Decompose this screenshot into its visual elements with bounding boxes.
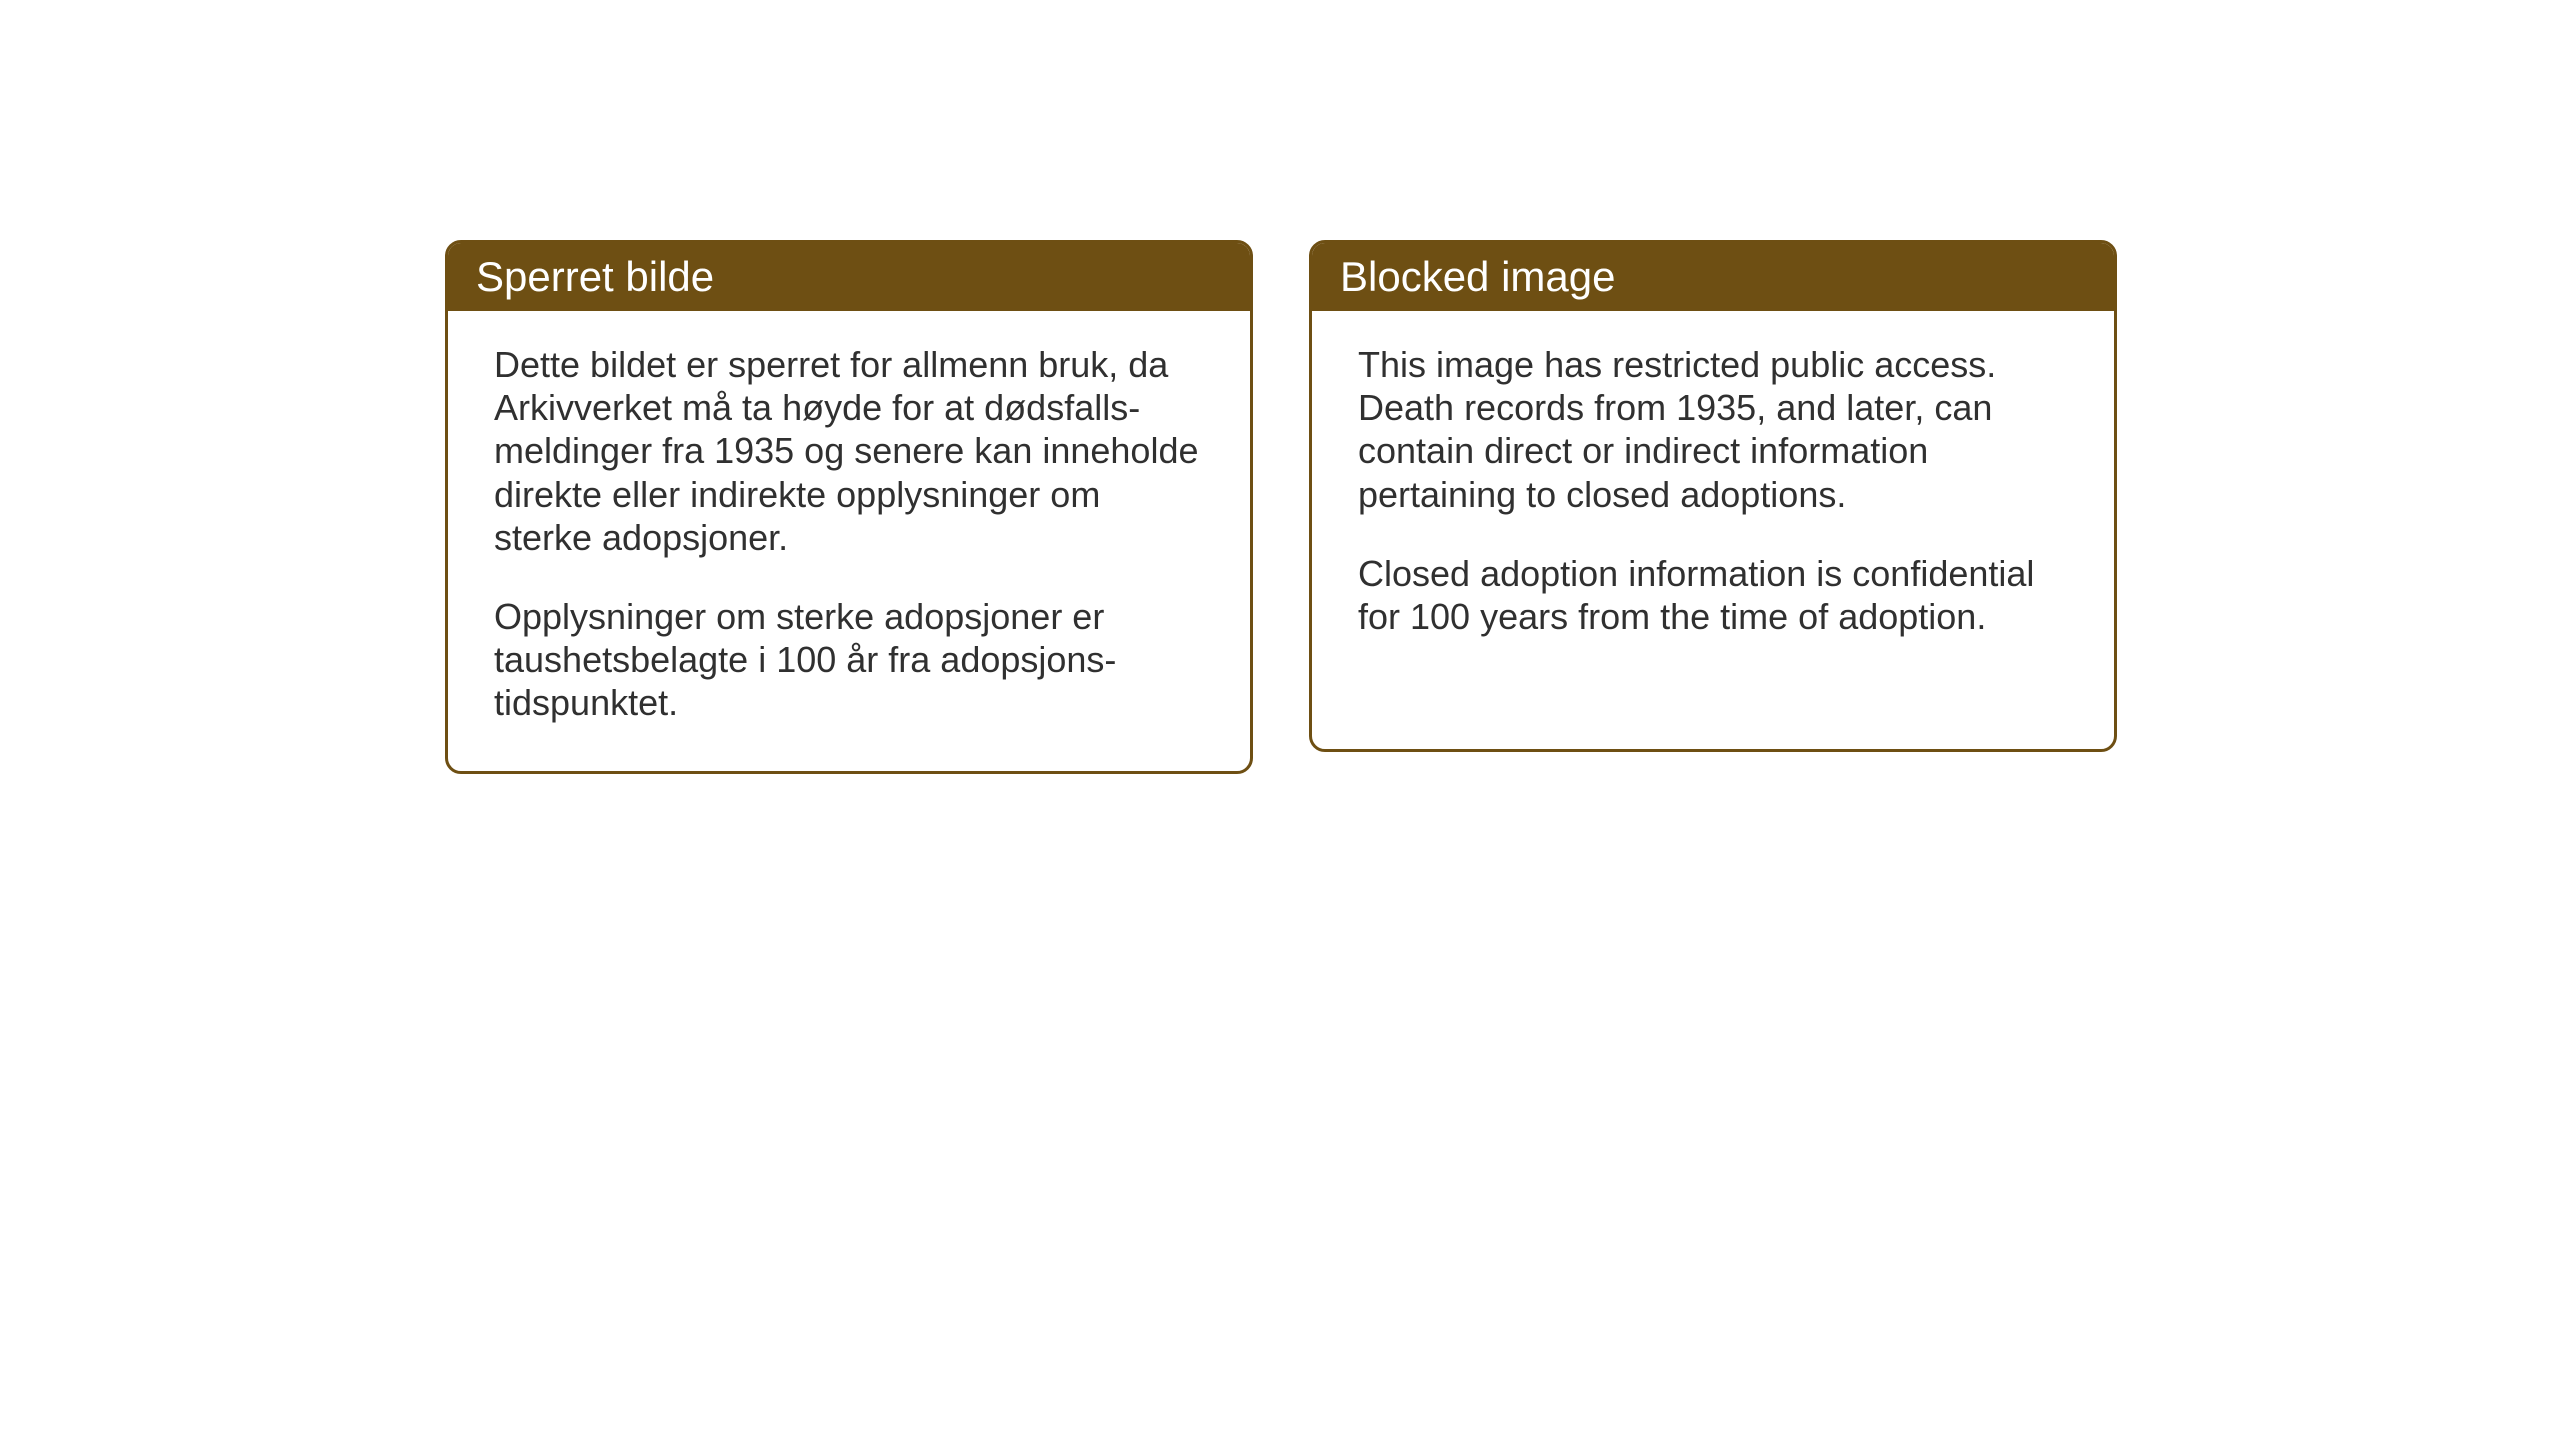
norwegian-paragraph-1: Dette bildet er sperret for allmenn bruk… [494,343,1204,559]
english-card-body: This image has restricted public access.… [1312,311,2114,684]
norwegian-card-body: Dette bildet er sperret for allmenn bruk… [448,311,1250,771]
notice-cards-container: Sperret bilde Dette bildet er sperret fo… [445,240,2117,774]
english-notice-card: Blocked image This image has restricted … [1309,240,2117,752]
norwegian-card-title: Sperret bilde [448,243,1250,311]
english-paragraph-2: Closed adoption information is confident… [1358,552,2068,638]
english-paragraph-1: This image has restricted public access.… [1358,343,2068,516]
english-card-title: Blocked image [1312,243,2114,311]
norwegian-paragraph-2: Opplysninger om sterke adopsjoner er tau… [494,595,1204,725]
norwegian-notice-card: Sperret bilde Dette bildet er sperret fo… [445,240,1253,774]
